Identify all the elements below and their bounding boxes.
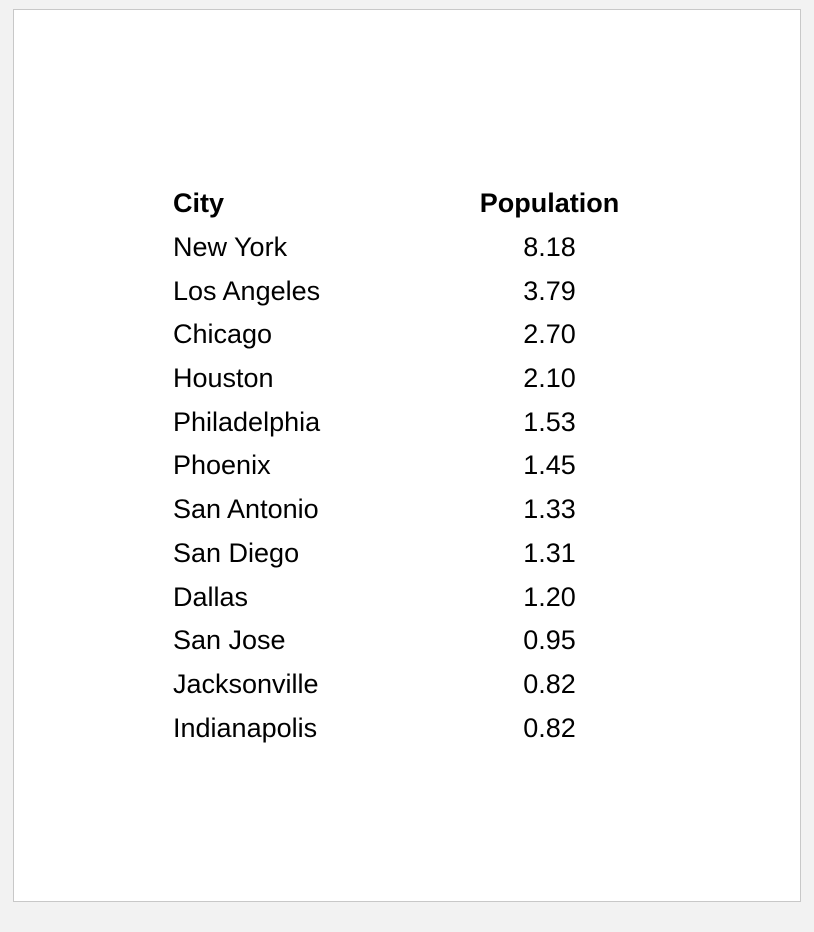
document-page: City Population New York 8.18 Los Angele… [13,9,801,902]
city-cell: Dallas [173,581,249,612]
population-cell: 8.18 [523,232,576,263]
population-cell: 1.45 [523,450,576,481]
city-cell: Chicago [173,319,273,350]
table-row: Houston 2.10 [173,357,643,401]
city-cell: Houston [173,363,274,394]
population-cell: 1.20 [523,581,576,612]
city-cell: Phoenix [173,450,271,481]
table-row: Chicago 2.70 [173,313,643,357]
table-row: New York 8.18 [173,226,643,270]
city-cell: Los Angeles [173,275,321,306]
city-cell: San Jose [173,625,286,656]
population-cell: 0.95 [523,625,576,656]
table-row: San Jose 0.95 [173,619,643,663]
header-population: Population [479,188,620,219]
table-row: Indianapolis 0.82 [173,706,643,750]
city-cell: Jacksonville [173,668,319,699]
population-cell: 2.70 [523,319,576,350]
population-cell: 0.82 [523,668,576,699]
table-row: Jacksonville 0.82 [173,663,643,707]
population-cell: 1.31 [523,537,576,568]
population-cell: 1.53 [523,406,576,437]
population-cell: 1.33 [523,494,576,525]
table-row: Phoenix 1.45 [173,444,643,488]
table-row: Philadelphia 1.53 [173,400,643,444]
table-row: Los Angeles 3.79 [173,269,643,313]
city-cell: Philadelphia [173,406,321,437]
table-row: San Diego 1.31 [173,532,643,576]
table-row: Dallas 1.20 [173,575,643,619]
city-cell: San Antonio [173,494,319,525]
population-cell: 0.82 [523,712,576,743]
population-cell: 2.10 [523,363,576,394]
city-cell: New York [173,232,288,263]
population-cell: 3.79 [523,275,576,306]
table-row: San Antonio 1.33 [173,488,643,532]
population-table: City Population New York 8.18 Los Angele… [173,182,643,750]
table-header-row: City Population [173,182,643,226]
header-city: City [173,188,225,219]
city-cell: Indianapolis [173,712,318,743]
city-cell: San Diego [173,537,300,568]
